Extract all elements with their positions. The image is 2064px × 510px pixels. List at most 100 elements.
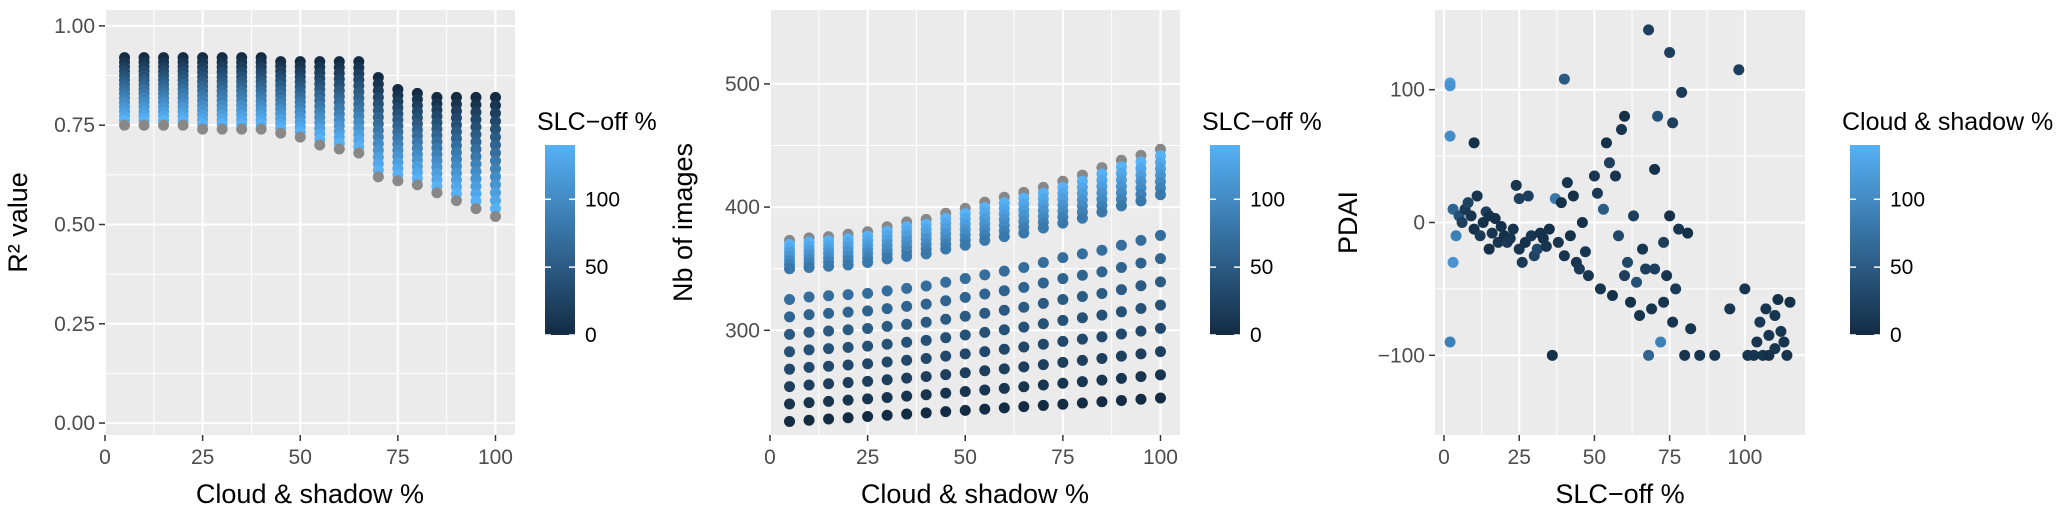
data-point <box>489 107 501 119</box>
data-point <box>372 171 384 183</box>
data-point <box>920 280 932 292</box>
data-point <box>1154 322 1166 334</box>
x-tick-label: 50 <box>1583 446 1606 469</box>
x-tick-label: 100 <box>1727 446 1762 469</box>
data-point <box>1751 336 1763 348</box>
data-point <box>1784 296 1796 308</box>
data-point <box>1037 297 1049 309</box>
x-tick-label: 75 <box>1658 446 1681 469</box>
y-tick-label: 0.25 <box>54 313 95 336</box>
data-point <box>138 119 150 131</box>
data-point <box>1661 270 1673 282</box>
data-point <box>1622 256 1634 268</box>
data-point <box>784 293 796 305</box>
data-point <box>1115 395 1127 407</box>
data-point <box>823 325 835 337</box>
data-point <box>979 384 991 396</box>
data-point <box>940 406 952 418</box>
data-point <box>489 115 501 127</box>
data-point <box>197 123 209 135</box>
data-point <box>1658 236 1670 248</box>
data-point <box>1037 222 1049 234</box>
colorbar <box>1850 145 1880 335</box>
data-point <box>1510 179 1522 191</box>
data-point <box>1018 227 1030 239</box>
data-point <box>1037 277 1049 289</box>
data-point <box>1748 349 1760 361</box>
y-tick-label: −100 <box>1378 344 1425 367</box>
r2-panel: 0 25 50 75 100 0.00 0.25 0.50 0.75 1.00 Cloud & sh… <box>3 10 657 509</box>
data-point <box>1546 349 1558 361</box>
data-point <box>1640 263 1652 275</box>
data-point <box>901 408 913 420</box>
data-point <box>489 131 501 143</box>
data-point <box>1076 269 1088 281</box>
data-point <box>1682 227 1694 239</box>
data-point <box>1135 325 1147 337</box>
data-point <box>1664 210 1676 222</box>
data-point <box>1486 227 1498 239</box>
data-point <box>1018 321 1030 333</box>
data-point <box>901 250 913 262</box>
data-point <box>901 390 913 402</box>
data-point <box>1504 232 1516 244</box>
data-point <box>803 361 815 373</box>
data-point <box>1507 223 1519 235</box>
data-point <box>1634 309 1646 321</box>
colorbar-tick-label: 50 <box>1250 256 1273 279</box>
data-point <box>1489 213 1501 225</box>
legend-title: Cloud & shadow % <box>1842 108 2053 136</box>
data-point <box>784 398 796 410</box>
data-point <box>998 343 1010 355</box>
y-tick-label: 500 <box>725 73 760 96</box>
data-point <box>959 273 971 285</box>
data-point <box>489 123 501 135</box>
data-point <box>901 300 913 312</box>
data-point <box>1057 293 1069 305</box>
data-point <box>1450 230 1462 242</box>
data-point <box>940 350 952 362</box>
data-point <box>1135 257 1147 269</box>
data-point <box>1643 349 1655 361</box>
data-point <box>1057 217 1069 229</box>
data-point <box>1616 124 1628 136</box>
data-point <box>1037 379 1049 391</box>
data-point <box>1096 352 1108 364</box>
data-point <box>959 367 971 379</box>
data-point <box>940 243 952 255</box>
data-point <box>940 295 952 307</box>
data-point <box>1679 349 1691 361</box>
data-point <box>1495 220 1507 232</box>
data-point <box>1724 303 1736 315</box>
colorbar-tick-label: 100 <box>585 188 620 211</box>
data-point <box>901 354 913 366</box>
data-point <box>842 324 854 336</box>
data-point <box>959 239 971 251</box>
data-point <box>842 306 854 318</box>
data-point <box>1076 212 1088 224</box>
data-point <box>1018 401 1030 413</box>
data-point <box>1775 325 1787 337</box>
data-point <box>1609 170 1621 182</box>
data-point <box>1076 397 1088 409</box>
data-point <box>1619 110 1631 122</box>
data-point <box>1018 261 1030 273</box>
data-point <box>998 285 1010 297</box>
y-tick-label: 0.00 <box>54 412 95 435</box>
data-point <box>823 307 835 319</box>
data-point <box>920 389 932 401</box>
colorbar-tick-label: 50 <box>585 256 608 279</box>
data-point <box>275 127 287 139</box>
y-tick-label: 0.50 <box>54 213 95 236</box>
data-point <box>842 377 854 389</box>
data-point <box>1673 223 1685 235</box>
data-point <box>823 260 835 272</box>
pdai-panel: 0 25 50 75 100 −100 0 100 SLC−off % PDAI Cloud & s… <box>1333 10 2053 509</box>
data-point <box>1057 377 1069 389</box>
data-point <box>784 363 796 375</box>
data-point <box>1667 316 1679 328</box>
data-point <box>1564 230 1576 242</box>
data-point <box>1709 349 1721 361</box>
data-point <box>1115 239 1127 251</box>
data-point <box>920 298 932 310</box>
